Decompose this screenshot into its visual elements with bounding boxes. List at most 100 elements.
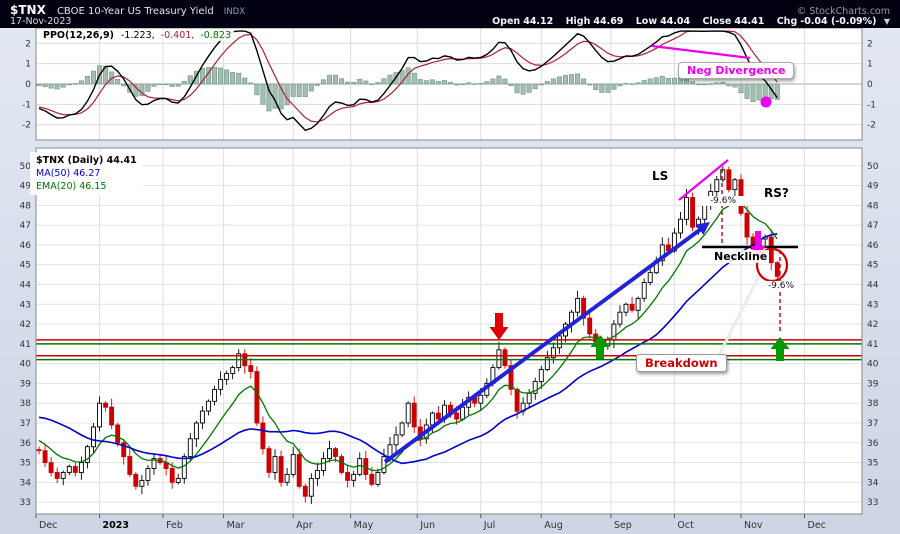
svg-text:Jun: Jun [419,520,435,531]
svg-text:Mar: Mar [227,520,245,531]
right-shoulder-label: RS? [764,186,789,200]
target-green-arrow-nov [770,337,790,361]
svg-text:48: 48 [20,201,32,211]
neg-divergence-callout: Neg Divergence [678,62,795,79]
price-legend-ma50: MA(50) 46.27 [36,168,101,179]
svg-text:38: 38 [867,399,879,409]
svg-text:Nov: Nov [744,520,763,531]
ppo-histogram [36,65,780,112]
chg-label: Chg [776,16,798,27]
ppo-legend-label: PPO(12,26,9) [43,30,114,41]
ma50-line [38,233,778,465]
symbol-description: CBOE 10-Year US Treasury Yield [56,6,214,17]
blue-trend-arrow [383,227,703,464]
svg-text:43: 43 [867,300,878,310]
svg-text:33: 33 [20,498,31,508]
x-axis-labels: Dec 2023 Feb Mar Apr May Jun Jul Aug Sep Oct Nov Dec [35,514,826,531]
svg-text:36: 36 [20,439,32,449]
svg-text:44: 44 [20,281,32,291]
svg-text:34: 34 [20,478,32,488]
svg-text:49: 49 [867,182,879,192]
svg-text:39: 39 [20,379,32,389]
ppo-legend: PPO(12,26,9) -1.223, -0.401, -0.823 [40,30,234,41]
svg-text:45: 45 [20,261,31,271]
svg-text:33: 33 [867,498,878,508]
svg-text:Aug: Aug [544,520,563,531]
reversal-red-arrow [489,313,509,340]
svg-text:40: 40 [20,360,32,370]
y-axis-labels: 2 2 1 1 0 0 -1 -1 -2 -2 50 50 49 49 48 48 47 47 46 46 45 45 44… [20,39,879,508]
blue-trend-arrowhead [695,222,710,235]
head-decline-percent-label: -9.6% [702,196,744,206]
svg-text:-1: -1 [867,100,876,110]
ppo-signal-magenta-dot [760,96,772,108]
support-green-arrow-sep [590,335,610,359]
symbol: $TNX [10,3,46,17]
ppo-line [38,30,778,132]
title-group: $TNX CBOE 10-Year US Treasury Yield INDX [10,2,245,19]
open-value: 44.12 [523,16,554,27]
svg-text:42: 42 [20,320,31,330]
svg-text:49: 49 [20,182,32,192]
ppo-hist-value: -0.823 [200,30,231,41]
svg-text:45: 45 [867,261,878,271]
high-label: High [565,16,591,27]
low-label: Low [635,16,658,27]
svg-text:47: 47 [867,221,878,231]
svg-text:Dec: Dec [808,520,826,531]
price-legend-symbol: $TNX (Daily) 44.41 [36,155,137,166]
svg-text:Sep: Sep [614,520,632,531]
close-label: Close [702,16,732,27]
ls-head-trendline [678,159,729,201]
breakdown-callout: Breakdown [636,354,727,372]
svg-text:Feb: Feb [166,520,183,531]
ppo-signal-value: -0.401, [160,30,195,41]
chart-date: 17-Nov-2023 [10,16,72,27]
svg-text:37: 37 [20,419,31,429]
copyright: © StockCharts.com [796,6,890,17]
svg-text:43: 43 [20,300,31,310]
exchange-label: INDX [223,7,246,17]
low-value: 44.04 [660,16,691,27]
svg-text:Oct: Oct [677,520,694,531]
down-triangle-icon: ▼ [883,17,890,26]
svg-text:37: 37 [867,419,878,429]
svg-text:41: 41 [20,340,31,350]
svg-text:Dec: Dec [39,520,57,531]
svg-text:40: 40 [867,360,879,370]
svg-text:1: 1 [867,60,873,70]
svg-text:1: 1 [25,60,31,70]
svg-text:39: 39 [867,379,879,389]
high-value: 44.69 [593,16,624,27]
svg-text:35: 35 [867,459,878,469]
price-legend: $TNX (Daily) 44.41 MA(50) 46.27 EMA(20) … [30,152,143,195]
left-shoulder-label: LS [652,169,669,183]
svg-text:47: 47 [20,221,31,231]
ppo-value: -1.223, [120,30,155,41]
svg-text:36: 36 [867,439,879,449]
neckline-label: Neckline [712,250,770,263]
svg-text:-2: -2 [867,121,876,131]
chart-header: $TNX CBOE 10-Year US Treasury Yield INDX… [0,0,900,28]
header-title-row: $TNX CBOE 10-Year US Treasury Yield INDX… [10,2,890,18]
grid [36,28,862,514]
price-legend-ema20: EMA(20) 46.15 [36,181,107,192]
svg-text:Jul: Jul [483,520,495,531]
svg-text:50: 50 [20,162,32,172]
header-quote-row: 17-Nov-2023 Open 44.12 High 44.69 Low 44.04… [10,15,890,28]
svg-text:May: May [354,520,374,531]
svg-text:0: 0 [867,80,873,90]
svg-text:48: 48 [867,201,879,211]
svg-text:41: 41 [867,340,878,350]
svg-text:44: 44 [867,281,879,291]
svg-text:34: 34 [867,478,879,488]
open-label: Open [492,16,521,27]
svg-text:35: 35 [20,459,31,469]
svg-text:2: 2 [867,39,873,49]
svg-text:-2: -2 [22,121,31,131]
breakdown-callout-line [714,273,762,362]
close-value: 44.41 [734,16,765,27]
svg-text:2023: 2023 [103,520,129,531]
